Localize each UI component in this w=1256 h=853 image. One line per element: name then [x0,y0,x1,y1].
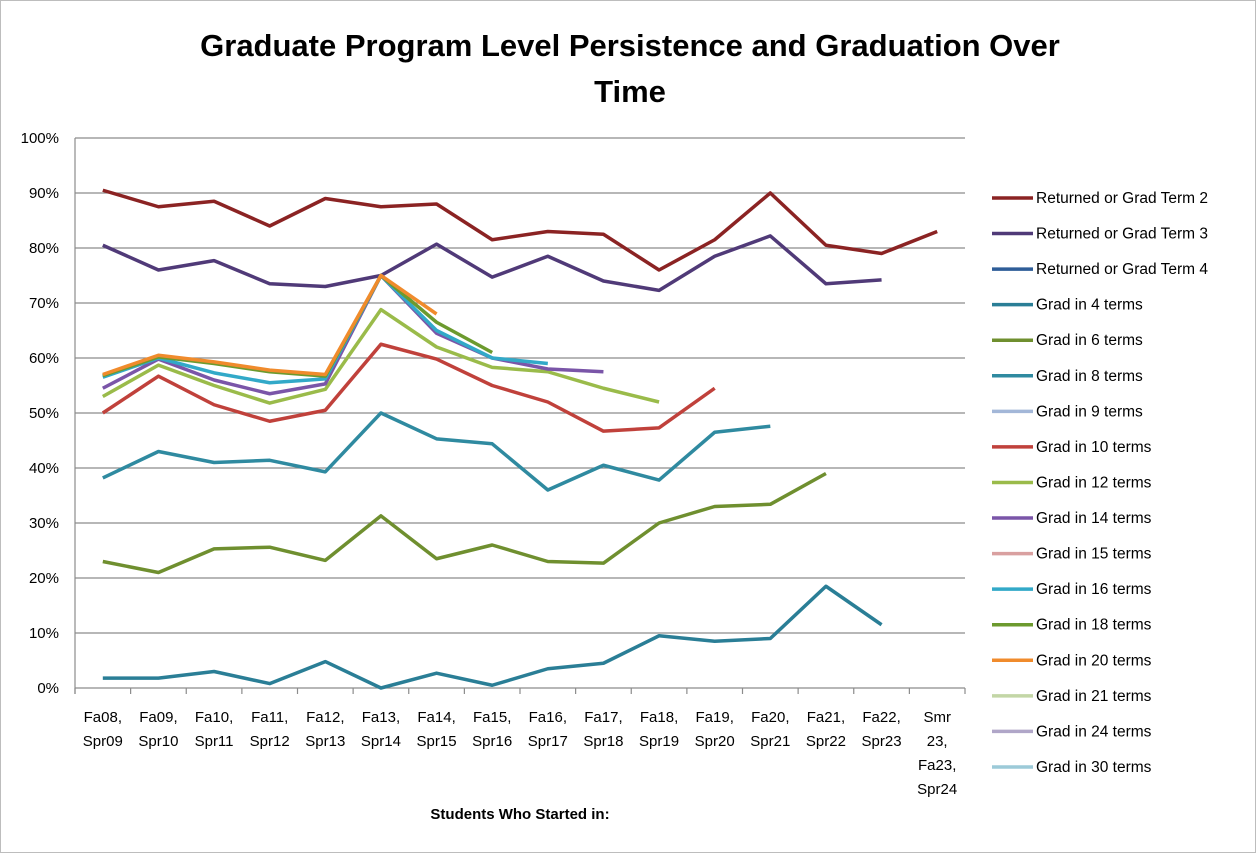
series-line-grad-in-6-terms [102,471,827,575]
x-tick-label: Smr 23, Fa23, Spr24 [917,709,957,798]
x-tick-label: Fa12, Spr13 [305,709,345,750]
series-line-returned-or-grad-term-3 [102,234,882,293]
legend-label: Returned or Grad Term 2 [1036,190,1208,207]
y-tick-label: 100% [21,130,59,147]
legend-label: Grad in 14 terms [1036,510,1152,527]
legend-label: Grad in 21 terms [1036,688,1152,705]
y-tick-label: 70% [29,295,59,312]
legend-label: Returned or Grad Term 4 [1036,261,1208,278]
series-line-grad-in-16-terms [102,273,548,385]
series-line-grad-in-12-terms [101,307,660,405]
x-axis-title: Students Who Started in: [430,806,609,823]
series-line-grad-in-10-terms [101,342,716,433]
legend-label: Grad in 20 terms [1036,652,1152,669]
y-tick-label: 30% [29,515,59,532]
legend-label: Grad in 30 terms [1036,759,1152,776]
legend-label: Grad in 4 terms [1036,297,1143,314]
x-tick-label: Fa22, Spr23 [862,709,902,750]
y-tick-label: 10% [29,625,59,642]
x-tick-label: Fa11, Spr12 [250,709,290,750]
x-tick-label: Fa15, Spr16 [472,709,512,750]
legend-label: Grad in 15 terms [1036,546,1152,563]
series-line-grad-in-8-terms [102,411,771,492]
x-tick-label: Fa14, Spr15 [417,709,457,750]
chart-title-line-2: Time [594,74,666,109]
x-tick-label: Fa13, Spr14 [361,709,401,750]
y-tick-label: 90% [29,185,59,202]
legend-label: Grad in 18 terms [1036,617,1152,634]
y-tick-label: 60% [29,350,59,367]
x-tick-label: Fa09, Spr10 [138,709,178,750]
legend-label: Grad in 12 terms [1036,474,1152,491]
legend-label: Grad in 9 terms [1036,403,1143,420]
legend-label: Grad in 10 terms [1036,439,1152,456]
x-tick-label: Fa08, Spr09 [83,709,123,750]
y-tick-label: 20% [29,570,59,587]
x-tick-label: Fa10, Spr11 [195,709,234,750]
x-tick-label: Fa18, Spr19 [639,709,679,750]
x-tick-label: Fa21, Spr22 [806,709,846,750]
y-tick-label: 0% [37,680,59,697]
legend-label: Grad in 6 terms [1036,332,1143,349]
x-tick-label: Fa16, Spr17 [528,709,568,750]
legend-label: Returned or Grad Term 3 [1036,226,1208,243]
legend-label: Grad in 8 terms [1036,368,1143,385]
y-tick-label: 50% [29,405,59,422]
x-tick-label: Fa17, Spr18 [583,709,623,750]
series-line-grad-in-20-terms [102,273,438,377]
series-line-grad-in-4-terms [102,584,883,690]
x-tick-label: Fa19, Spr20 [695,709,735,750]
legend-label: Grad in 24 terms [1036,723,1152,740]
chart-title-line-1: Graduate Program Level Persistence and G… [200,28,1060,63]
series-line-returned-or-grad-term-2 [102,188,938,272]
y-tick-label: 80% [29,240,59,257]
x-tick-label: Fa20, Spr21 [750,709,790,750]
y-tick-label: 40% [29,460,59,477]
legend-label: Grad in 16 terms [1036,581,1152,598]
